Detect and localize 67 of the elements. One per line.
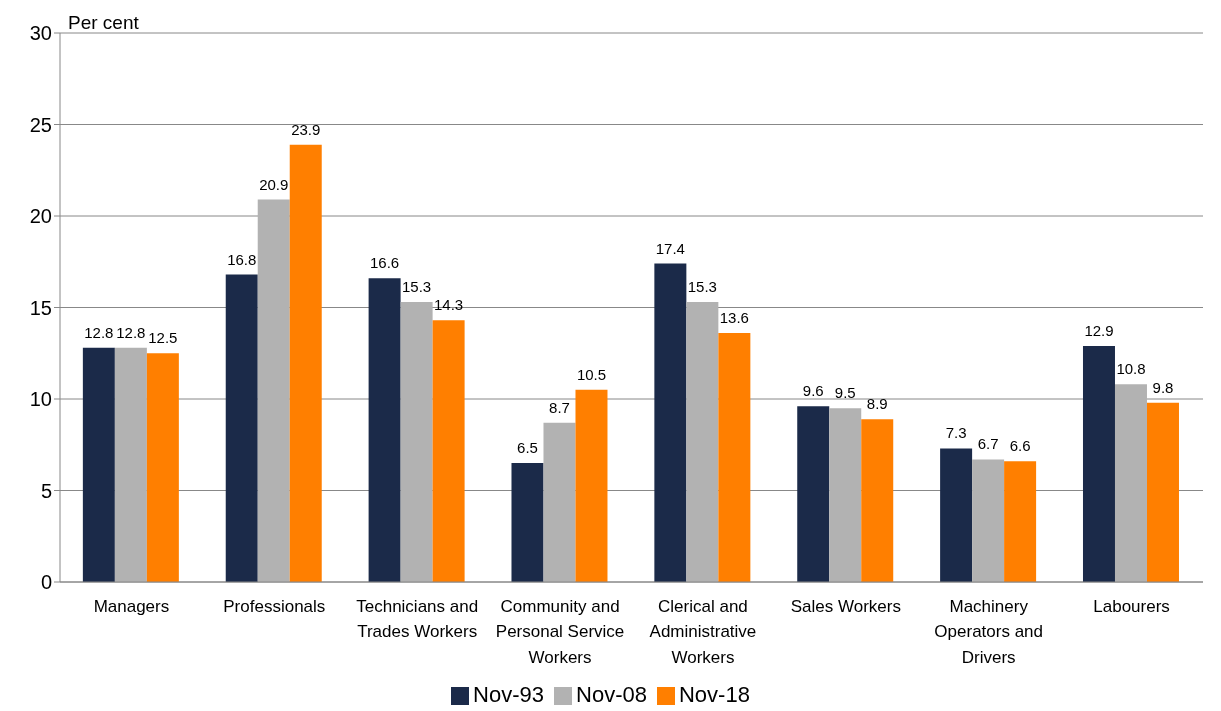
bar	[257, 199, 290, 582]
y-tick-label: 10	[29, 388, 52, 411]
data-label: 8.9	[866, 395, 888, 413]
bar	[1082, 345, 1115, 582]
x-tick-label: Managers	[93, 596, 170, 616]
x-tick-label: Clerical and Administrative Workers	[649, 596, 757, 667]
y-tick-label: 25	[29, 113, 52, 136]
data-label: 9.8	[1152, 378, 1174, 396]
bar	[368, 278, 401, 582]
bar	[225, 274, 258, 582]
data-label: 10.5	[576, 365, 607, 383]
data-label: 13.6	[719, 309, 749, 327]
bar	[432, 320, 465, 582]
bar	[797, 406, 830, 582]
data-label: 15.3	[402, 278, 432, 296]
bar	[146, 353, 179, 582]
x-tick-label: Community and Personal Service Workers	[495, 596, 625, 667]
data-label: 17.4	[655, 239, 685, 257]
data-label: 12.8	[116, 323, 146, 341]
x-tick-label: Machinery Operators and Drivers	[934, 596, 1044, 667]
bar	[511, 463, 544, 582]
data-label: 8.7	[549, 398, 570, 416]
legend-label: Nov-08	[576, 682, 647, 707]
legend-label: Nov-18	[678, 682, 750, 707]
bar	[289, 144, 322, 582]
data-label: 7.3	[945, 424, 967, 442]
bar	[829, 408, 862, 582]
data-label: 6.6	[1009, 437, 1031, 455]
data-label: 6.7	[977, 435, 999, 453]
data-label: 16.8	[227, 250, 257, 268]
x-tick-label: Technicians and Trades Workers	[356, 596, 479, 642]
bar	[82, 347, 115, 582]
bar	[543, 422, 576, 582]
y-tick-label: 20	[29, 205, 52, 228]
data-label: 9.6	[802, 382, 824, 400]
bar	[1004, 461, 1037, 582]
bar	[575, 389, 608, 582]
data-label: 12.5	[148, 329, 178, 347]
data-label: 16.6	[370, 254, 400, 272]
bar	[114, 347, 147, 582]
data-label: 14.3	[434, 296, 464, 314]
data-label: 12.8	[84, 323, 114, 341]
y-tick-label: 15	[29, 296, 52, 319]
bar	[940, 448, 973, 582]
x-tick-label: Labourers	[1093, 596, 1170, 616]
data-label: 10.8	[1116, 360, 1146, 378]
bar	[1114, 384, 1147, 582]
data-label: 12.9	[1084, 321, 1114, 339]
bar	[686, 302, 719, 582]
bar	[972, 459, 1005, 582]
data-label: 23.9	[291, 120, 321, 138]
data-label: 20.9	[259, 175, 289, 193]
data-label: 9.5	[834, 384, 856, 402]
y-tick-label: 0	[40, 571, 52, 594]
bar	[718, 333, 751, 582]
data-label: 6.5	[517, 439, 538, 457]
bar	[400, 302, 433, 582]
x-tick-label: Sales Workers	[790, 596, 901, 616]
legend-label: Nov-93	[473, 682, 545, 707]
bar	[654, 263, 687, 582]
bar	[1146, 402, 1179, 582]
y-axis-title: Per cent	[68, 12, 139, 34]
bar	[861, 419, 894, 582]
y-tick-label: 30	[29, 22, 52, 45]
y-tick-label: 5	[40, 479, 52, 502]
data-label: 15.3	[687, 278, 717, 296]
x-tick-label: Professionals	[223, 596, 326, 616]
